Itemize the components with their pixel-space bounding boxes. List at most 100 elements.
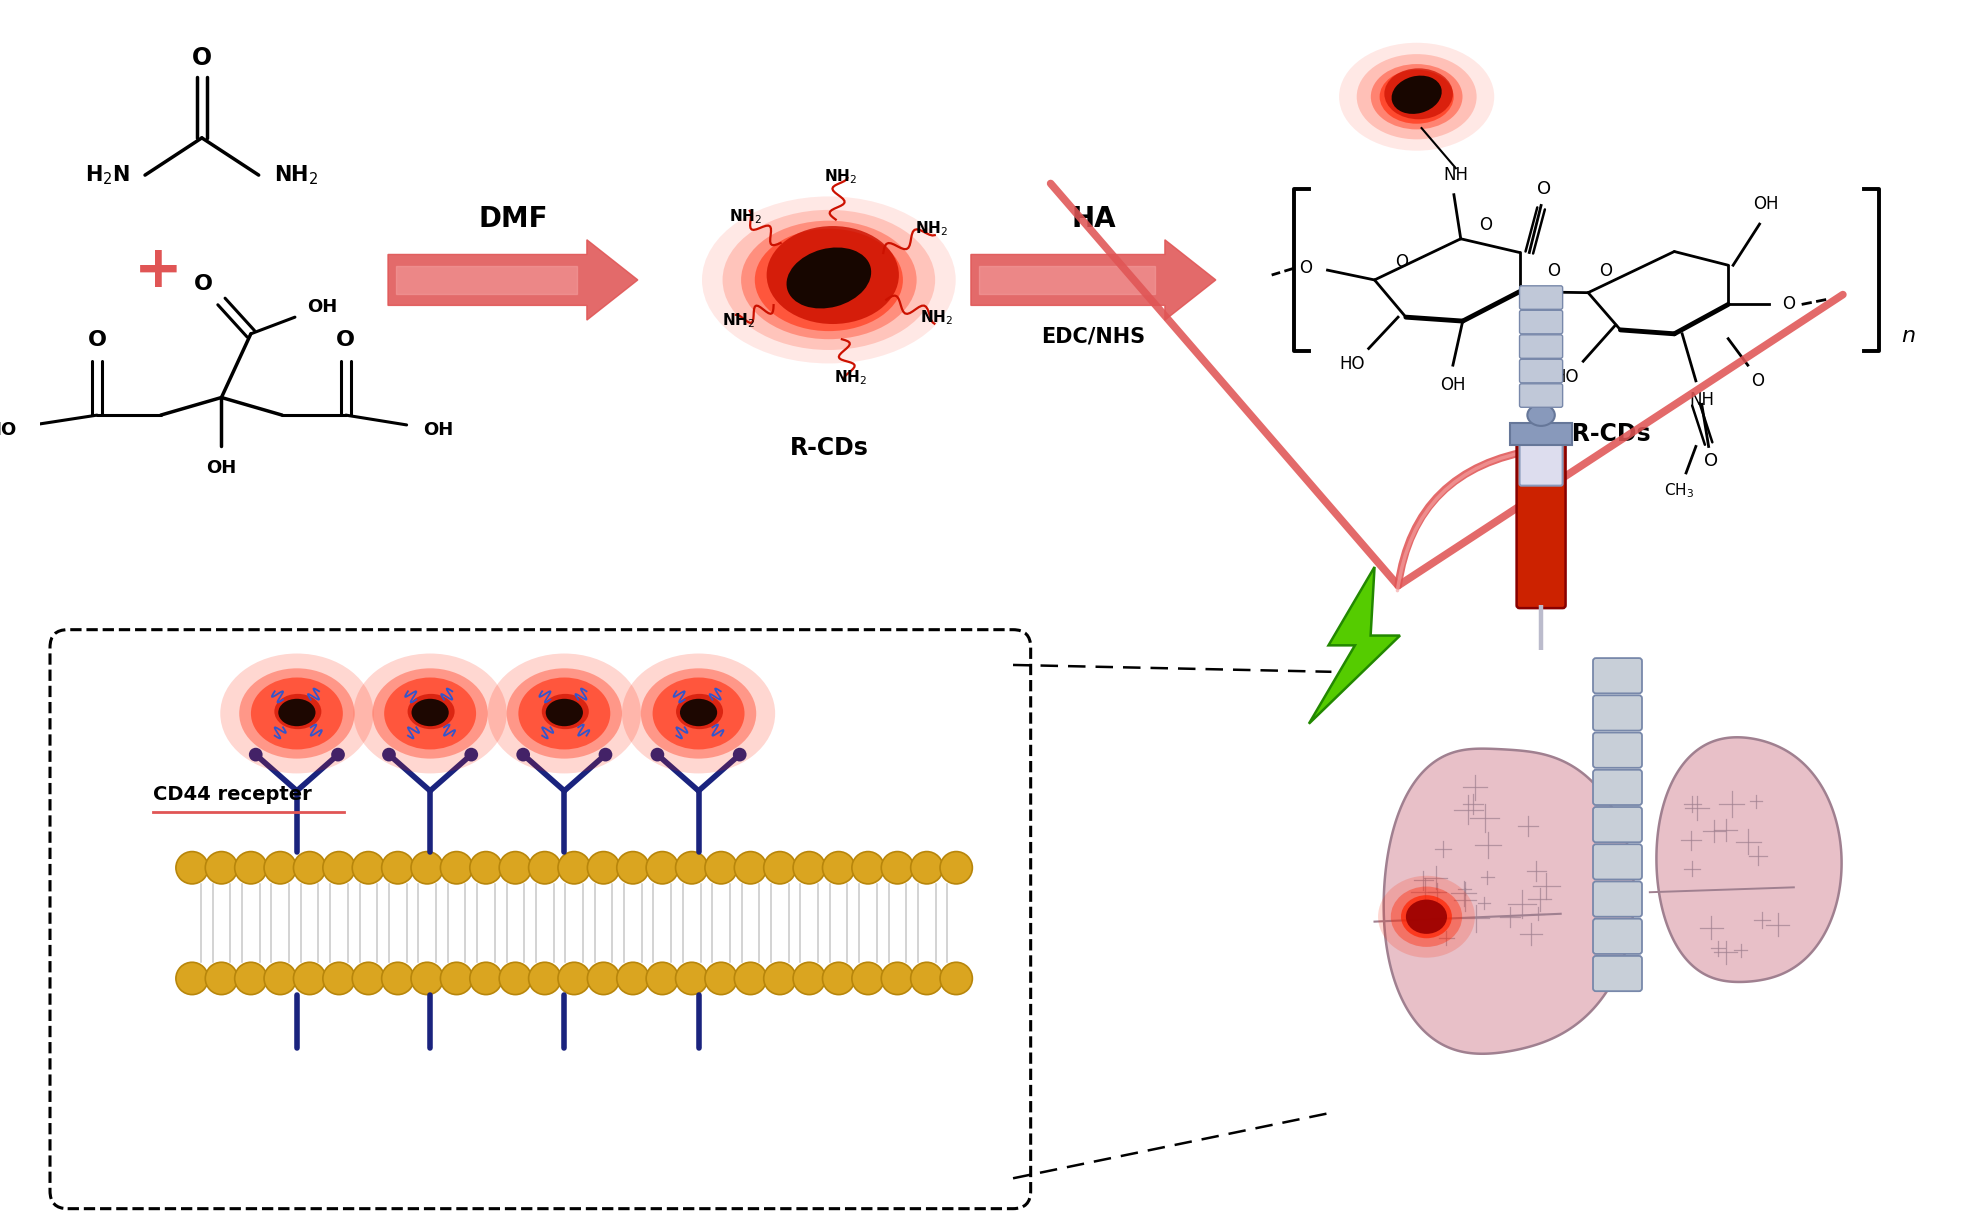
Circle shape [469, 851, 503, 884]
Text: O: O [1751, 372, 1763, 389]
Circle shape [528, 963, 560, 995]
Ellipse shape [408, 694, 455, 729]
Circle shape [352, 963, 384, 995]
Circle shape [764, 963, 796, 995]
Circle shape [823, 851, 855, 884]
FancyBboxPatch shape [1520, 286, 1563, 309]
Circle shape [293, 963, 327, 995]
FancyArrow shape [388, 239, 637, 321]
Ellipse shape [412, 699, 449, 726]
Circle shape [382, 851, 414, 884]
Circle shape [617, 851, 649, 884]
Circle shape [412, 963, 443, 995]
Text: CD44 recepter: CD44 recepter [152, 785, 311, 804]
Ellipse shape [1377, 876, 1474, 958]
Circle shape [499, 963, 532, 995]
Circle shape [705, 963, 738, 995]
Ellipse shape [546, 699, 584, 726]
Circle shape [382, 748, 396, 761]
Ellipse shape [754, 228, 902, 332]
Circle shape [323, 963, 354, 995]
Text: NH$_2$: NH$_2$ [920, 308, 954, 327]
Circle shape [382, 963, 414, 995]
Text: OH: OH [424, 421, 453, 438]
Ellipse shape [372, 668, 487, 759]
Text: O: O [1548, 262, 1559, 280]
Ellipse shape [1391, 887, 1462, 947]
Circle shape [598, 748, 612, 761]
Text: O: O [192, 45, 212, 70]
Bar [1510, 422, 1573, 445]
Text: DMF: DMF [479, 205, 548, 233]
Circle shape [617, 963, 649, 995]
FancyArrow shape [972, 239, 1215, 321]
Ellipse shape [220, 653, 374, 774]
Circle shape [651, 748, 665, 761]
Circle shape [176, 851, 208, 884]
Text: n: n [1902, 327, 1916, 346]
Circle shape [940, 963, 972, 995]
Circle shape [412, 851, 443, 884]
Ellipse shape [1528, 404, 1555, 426]
Circle shape [734, 851, 766, 884]
FancyArrow shape [980, 266, 1156, 293]
Ellipse shape [239, 668, 354, 759]
Ellipse shape [621, 653, 776, 774]
Ellipse shape [677, 694, 722, 729]
Text: HO: HO [0, 421, 18, 438]
FancyBboxPatch shape [1593, 919, 1643, 954]
Ellipse shape [507, 668, 621, 759]
Circle shape [823, 963, 855, 995]
Circle shape [330, 748, 344, 761]
Circle shape [732, 748, 746, 761]
Polygon shape [1656, 737, 1842, 982]
Ellipse shape [681, 699, 716, 726]
Circle shape [441, 851, 473, 884]
Ellipse shape [251, 678, 342, 749]
FancyBboxPatch shape [1520, 311, 1563, 334]
Circle shape [675, 963, 708, 995]
Text: HO: HO [1340, 355, 1366, 373]
Ellipse shape [1340, 43, 1494, 151]
Text: HO: HO [1554, 368, 1579, 386]
Ellipse shape [1379, 70, 1455, 124]
Circle shape [352, 851, 384, 884]
Text: OH: OH [1441, 376, 1466, 394]
Ellipse shape [279, 699, 315, 726]
Circle shape [910, 851, 942, 884]
Circle shape [764, 851, 796, 884]
FancyBboxPatch shape [1593, 770, 1643, 806]
Circle shape [206, 963, 237, 995]
Text: NH$_2$: NH$_2$ [722, 312, 756, 330]
Circle shape [910, 963, 942, 995]
Circle shape [517, 748, 530, 761]
FancyBboxPatch shape [1516, 443, 1565, 608]
Text: NH$_2$: NH$_2$ [728, 206, 762, 226]
Circle shape [558, 963, 590, 995]
FancyBboxPatch shape [1593, 658, 1643, 694]
Circle shape [940, 851, 972, 884]
FancyBboxPatch shape [1593, 844, 1643, 879]
Text: NH$_2$: NH$_2$ [914, 220, 948, 238]
Text: O: O [1478, 216, 1492, 235]
Text: O: O [1599, 262, 1613, 280]
Ellipse shape [275, 694, 321, 729]
Circle shape [323, 851, 354, 884]
Text: NH: NH [1690, 392, 1714, 409]
Text: R-CDs: R-CDs [790, 436, 869, 460]
Circle shape [588, 963, 619, 995]
Ellipse shape [786, 248, 871, 308]
Text: NH$_2$: NH$_2$ [273, 163, 319, 187]
Ellipse shape [384, 678, 477, 749]
Polygon shape [1383, 749, 1635, 1054]
FancyBboxPatch shape [1520, 384, 1563, 408]
Circle shape [176, 963, 208, 995]
Text: HA-R-CDs: HA-R-CDs [1524, 421, 1650, 446]
Ellipse shape [1358, 54, 1476, 139]
Circle shape [794, 851, 825, 884]
Circle shape [881, 963, 914, 995]
Circle shape [263, 963, 297, 995]
Circle shape [263, 851, 297, 884]
Text: HA: HA [1071, 205, 1116, 233]
Circle shape [645, 851, 679, 884]
